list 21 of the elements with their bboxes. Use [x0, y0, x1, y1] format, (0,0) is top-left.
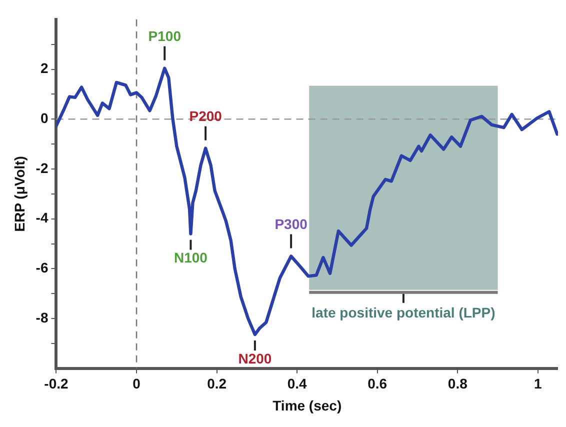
- y-axis-title: ERP (μVolt): [11, 156, 28, 232]
- y-tick-label: 2: [40, 60, 48, 76]
- y-tick-label: -4: [36, 210, 48, 226]
- annotation: N200: [238, 350, 272, 366]
- x-tick-label: -0.2: [44, 376, 69, 392]
- annotation: N100: [174, 250, 208, 266]
- annotation: P200: [189, 108, 222, 124]
- annotation: P300: [274, 216, 308, 232]
- x-tick-label: 0.4: [287, 376, 308, 392]
- x-tick-label: 1: [534, 376, 542, 392]
- x-tick-label: 0.6: [368, 376, 388, 392]
- y-tick-label: -8: [36, 309, 48, 326]
- y-tick-label: -6: [36, 260, 48, 276]
- y-tick-label: 0: [40, 110, 48, 126]
- x-tick-label: 0: [132, 376, 141, 392]
- annotation: P100: [148, 28, 182, 44]
- band-label: late positive potential (LPP): [312, 304, 496, 321]
- y-tick-label: -2: [36, 160, 48, 176]
- x-tick-label: 0.8: [448, 376, 468, 392]
- x-tick-label: 0.2: [207, 376, 227, 392]
- x-axis-title: Time (sec): [272, 397, 342, 414]
